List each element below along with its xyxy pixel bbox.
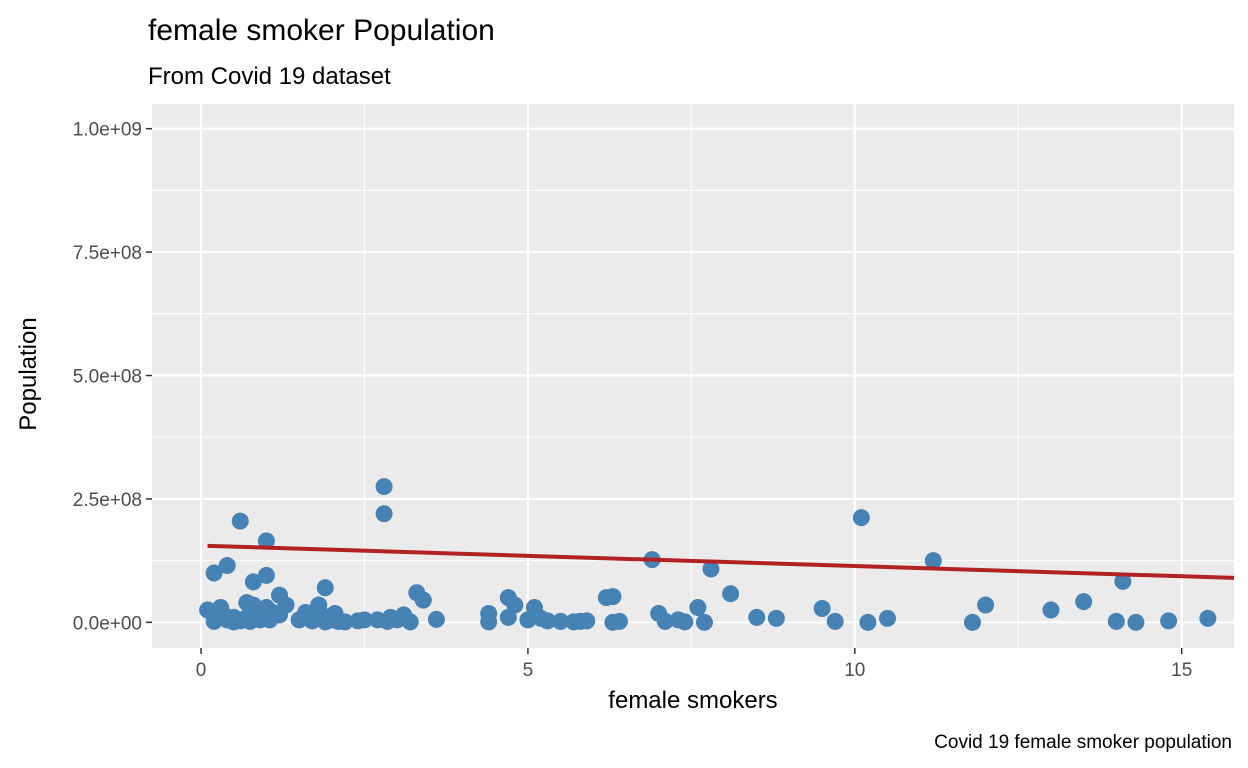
x-tick-label: 15 <box>1171 660 1192 681</box>
data-point <box>1042 601 1060 619</box>
data-point <box>401 613 419 631</box>
data-point <box>506 596 524 614</box>
data-point <box>826 612 844 630</box>
trend-layer <box>207 543 1235 580</box>
data-point <box>205 564 223 582</box>
data-point <box>355 611 373 629</box>
major-gridlines <box>152 104 1234 648</box>
data-point <box>1127 613 1145 631</box>
data-point <box>1114 572 1132 590</box>
y-tick-label: 2.5e+08 <box>73 490 142 511</box>
data-point <box>414 591 432 609</box>
y-axis-title: Population <box>15 317 42 430</box>
data-point <box>977 596 995 614</box>
data-point <box>702 560 720 578</box>
data-point <box>963 613 981 631</box>
data-point <box>218 557 236 575</box>
data-point <box>552 612 570 630</box>
data-point <box>689 599 707 617</box>
data-point <box>695 613 713 631</box>
data-point <box>610 612 628 630</box>
y-axis: 0.0e+00 2.5e+08 5.0e+08 7.5e+08 1.0e+09 <box>73 120 152 634</box>
data-point <box>1107 612 1125 630</box>
x-tick-label: 10 <box>844 660 865 681</box>
data-point <box>316 579 334 597</box>
data-point <box>257 566 275 584</box>
y-tick-label: 0.0e+00 <box>73 613 142 634</box>
data-point <box>859 613 877 631</box>
x-axis-title: female smokers <box>608 687 777 714</box>
data-point <box>257 532 275 550</box>
data-point <box>924 552 942 570</box>
data-point <box>722 585 740 603</box>
data-point <box>231 512 249 530</box>
y-tick-label: 5.0e+08 <box>73 367 142 388</box>
data-point <box>604 588 622 606</box>
data-point <box>427 610 445 628</box>
data-point <box>375 478 393 496</box>
data-point <box>676 613 694 631</box>
chart-title: female smoker Population <box>148 14 495 47</box>
data-point <box>277 596 295 614</box>
data-point <box>1160 612 1178 630</box>
chart-caption: Covid 19 female smoker population <box>934 732 1232 753</box>
data-point <box>878 609 896 627</box>
data-point <box>1075 593 1093 611</box>
x-tick-label: 5 <box>523 660 534 681</box>
trend-line <box>207 543 1235 580</box>
data-point <box>1199 609 1217 627</box>
data-point <box>656 612 674 630</box>
data-point <box>480 613 498 631</box>
data-point <box>539 612 557 630</box>
x-tick-label: 0 <box>196 660 207 681</box>
chart-subtitle: From Covid 19 dataset <box>148 63 391 90</box>
data-point <box>375 505 393 523</box>
x-axis: 0 5 10 15 <box>196 648 1192 681</box>
points-layer <box>199 478 1217 631</box>
y-tick-label: 1.0e+09 <box>73 120 142 141</box>
data-point <box>336 613 354 631</box>
data-point <box>852 509 870 527</box>
data-point <box>748 608 766 626</box>
data-point <box>578 612 596 630</box>
data-point <box>767 609 785 627</box>
data-point <box>244 573 262 591</box>
data-point <box>813 600 831 618</box>
y-tick-label: 7.5e+08 <box>73 243 142 264</box>
